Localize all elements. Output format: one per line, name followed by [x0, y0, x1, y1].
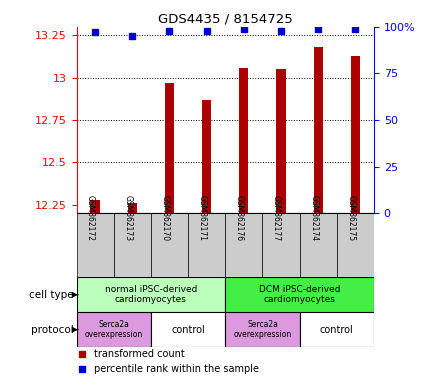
Text: normal iPSC-derived
cardiomyocytes: normal iPSC-derived cardiomyocytes	[105, 285, 197, 305]
Bar	[128, 203, 137, 213]
Bar	[300, 312, 374, 347]
Bar	[225, 213, 262, 277]
Text: GSM862172: GSM862172	[86, 195, 95, 242]
Text: GSM862173: GSM862173	[123, 195, 132, 242]
Title: GDS4435 / 8154725: GDS4435 / 8154725	[158, 13, 293, 26]
Text: transformed count: transformed count	[94, 349, 185, 359]
Bar	[76, 213, 113, 277]
Bar	[314, 47, 323, 213]
Text: GSM862175: GSM862175	[346, 195, 355, 242]
Bar	[225, 277, 374, 312]
Text: Serca2a
overexpression: Serca2a overexpression	[233, 320, 292, 339]
Bar	[151, 213, 188, 277]
Text: Serca2a
overexpression: Serca2a overexpression	[85, 320, 143, 339]
Text: GSM862177: GSM862177	[272, 195, 281, 242]
Text: DCM iPSC-derived
cardiomyocytes: DCM iPSC-derived cardiomyocytes	[259, 285, 340, 305]
Text: cell type: cell type	[29, 290, 74, 300]
Bar	[337, 213, 374, 277]
Bar	[276, 69, 286, 213]
Bar	[151, 312, 225, 347]
Bar	[262, 213, 300, 277]
Text: GSM862174: GSM862174	[309, 195, 318, 242]
Bar	[91, 200, 100, 213]
Text: control: control	[320, 325, 354, 335]
Bar	[351, 56, 360, 213]
Bar	[165, 83, 174, 213]
Text: control: control	[171, 325, 205, 335]
Bar	[113, 213, 151, 277]
Text: GSM862176: GSM862176	[235, 195, 244, 242]
Text: GSM862171: GSM862171	[198, 195, 207, 242]
Bar	[202, 100, 211, 213]
Text: protocol: protocol	[31, 325, 74, 335]
Bar	[76, 277, 225, 312]
Text: GSM862170: GSM862170	[161, 195, 170, 242]
Text: percentile rank within the sample: percentile rank within the sample	[94, 364, 259, 374]
Bar	[225, 312, 300, 347]
Bar	[300, 213, 337, 277]
Bar	[239, 68, 249, 213]
Bar	[188, 213, 225, 277]
Bar	[76, 312, 151, 347]
